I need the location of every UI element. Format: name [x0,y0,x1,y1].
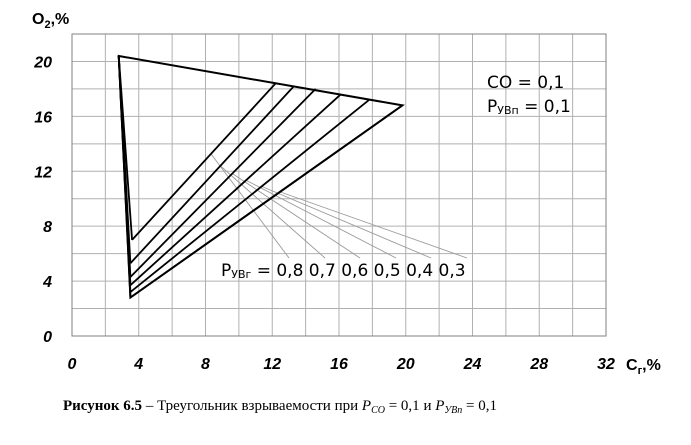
leader-line-0-3 [279,191,468,259]
series-line-0-8 [131,82,277,241]
x-tick-label: 0 [68,356,77,373]
series-line-0-4 [129,99,370,293]
y-tick-label: 4 [42,274,52,291]
y-tick-label: 16 [34,109,52,126]
plot-frame [71,33,607,337]
x-tick-label: 16 [330,356,348,373]
y-tick-label: 20 [33,54,52,71]
series-line-0-7 [129,85,295,264]
pyvp-annotation: PУВп = 0,1 [487,97,571,117]
x-tick-label: 20 [396,356,415,373]
boundary-line-0-3 [117,55,132,298]
series-lines [117,54,405,300]
x-tick-label: 24 [463,356,482,373]
leader-lines [210,153,468,259]
series-line-0-6 [129,88,317,278]
leader-line-0-7 [220,165,326,259]
y-tick-label: 0 [43,329,52,346]
co-annotation: CO = 0,1 [487,73,564,93]
x-tick-label: 8 [201,356,210,373]
series-line-0-5 [129,93,342,286]
pyvg-annotation: PУВг = 0,8 0,7 0,6 0,5 0,4 0,3 [221,261,466,281]
leader-line-0-6 [232,173,361,259]
y-tick-labels: 0 4 8 12 16 20 [33,54,52,346]
y-tick-label: 12 [34,164,52,181]
figure-caption: Рисунок 6.5 – Треугольник взрываемости п… [63,398,497,416]
leader-line-0-8 [210,153,290,259]
x-tick-labels: 0 4 8 12 16 20 24 28 32 [68,356,615,373]
x-tick-label: 12 [263,356,281,373]
y-tick-label: 8 [43,219,52,236]
x-tick-label: 4 [133,356,143,373]
y-axis-label: O2,% [32,11,69,31]
x-tick-label: 32 [597,356,615,373]
x-tick-label: 28 [529,356,548,373]
leader-line-0-4 [261,185,432,259]
x-axis-label: Cг,% [626,357,661,377]
leader-line-0-5 [245,179,397,259]
series-line-0-3 [129,104,403,299]
